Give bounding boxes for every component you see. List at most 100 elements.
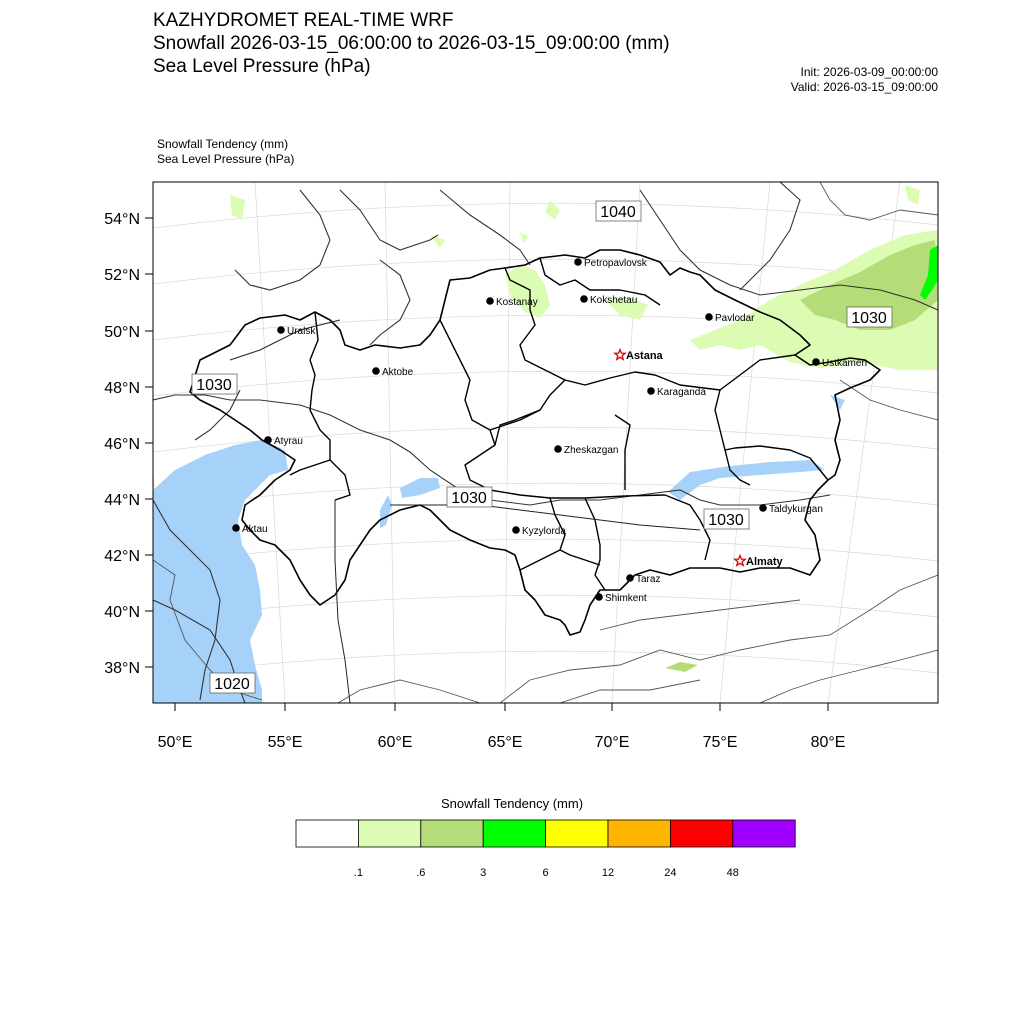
pressure-labels: 1040 1030 1030 1030 1030 1020 (191, 200, 893, 694)
colorbar (295, 819, 796, 848)
colorbar-swatch (732, 819, 796, 848)
colorbar-tick-label: 3 (480, 867, 487, 879)
lon-label-75: 75°E (703, 734, 738, 751)
city-taraz: Taraz (626, 574, 660, 585)
colorbar-tick-label: 12 (601, 867, 615, 879)
colorbar-tick-label: .1 (353, 867, 363, 879)
colorbar-tick-label: 48 (726, 867, 739, 879)
pressure-label-1030-northeast-text: 1030 (851, 310, 887, 327)
city-label: Kyzylorda (522, 526, 566, 537)
colorbar-swatch (607, 819, 671, 848)
city-dot-icon (595, 593, 603, 601)
city-astana: Astana (613, 347, 664, 362)
city-karaganda: Karaganda (647, 387, 706, 398)
lon-label-55: 55°E (268, 734, 303, 751)
city-shimkent: Shimkent (595, 593, 647, 604)
city-markers: Petropavlovsk Kostanay Kokshetau Pavlodar Ur… (232, 258, 867, 604)
colorbar-tick-label: .6 (416, 867, 426, 879)
pressure-label-1030-east-text: 1030 (708, 512, 744, 529)
oblast-borders (289, 257, 829, 591)
city-label: Atyrau (274, 436, 303, 447)
city-dot-icon (486, 297, 494, 305)
lon-label-65: 65°E (488, 734, 523, 751)
title-line-1: KAZHYDROMET REAL-TIME WRF (153, 10, 454, 31)
city-uralsk: Uralsk (277, 326, 316, 337)
city-aktobe: Aktobe (372, 367, 414, 378)
city-dot-icon (264, 436, 272, 444)
capital-star-icon (613, 347, 627, 361)
pressure-label-1020: 1020 (209, 672, 256, 694)
city-label: Taldykurgan (769, 504, 823, 515)
city-label: Karaganda (657, 387, 706, 398)
pressure-isobars (153, 182, 938, 703)
city-kyzylorda: Kyzylorda (512, 526, 566, 537)
city-label: Petropavlovsk (584, 258, 648, 269)
water-bodies (153, 395, 845, 703)
colorbar-tick-label: 24 (664, 867, 677, 879)
longitude-axis: 50°E 55°E 60°E 65°E 70°E 75°E 80°E (158, 703, 846, 751)
city-label: Astana (626, 350, 664, 362)
city-dot-icon (759, 504, 767, 512)
colorbar-swatch (357, 819, 422, 848)
lat-label-54: 54°N (104, 211, 140, 228)
city-dot-icon (580, 295, 588, 303)
city-dot-icon (574, 258, 582, 266)
lat-label-44: 44°N (104, 492, 140, 509)
city-dot-icon (647, 387, 655, 395)
latitude-axis: 54°N 52°N 50°N 48°N 46°N 44°N 42°N 40°N … (104, 211, 153, 677)
city-dot-icon (512, 526, 520, 534)
city-label: Zheskazgan (564, 445, 618, 456)
lat-label-42: 42°N (104, 548, 140, 565)
lon-label-60: 60°E (378, 734, 413, 751)
city-kostanay: Kostanay (486, 297, 538, 308)
city-dot-icon (232, 524, 240, 532)
city-label: Uralsk (287, 326, 316, 337)
colorbar-swatch (295, 819, 359, 848)
city-label: Aktobe (382, 367, 414, 378)
city-kokshetau: Kokshetau (580, 295, 637, 306)
colorbar-swatch (545, 819, 609, 848)
city-dot-icon (812, 358, 820, 366)
city-pavlodar: Pavlodar (705, 313, 755, 324)
valid-time: Valid: 2026-03-15_09:00:00 (790, 80, 938, 94)
city-label: Shimkent (605, 593, 647, 604)
colorbar-swatch (420, 819, 484, 848)
city-zheskazgan: Zheskazgan (554, 445, 618, 456)
pressure-label-1040: 1040 (595, 200, 642, 222)
lon-label-70: 70°E (595, 734, 630, 751)
lat-label-52: 52°N (104, 267, 140, 284)
colorbar-swatch (670, 819, 734, 848)
city-label: Kostanay (496, 297, 538, 308)
capital-star-icon (733, 553, 747, 567)
init-time: Init: 2026-03-09_00:00:00 (800, 65, 938, 79)
city-almaty: Almaty (733, 553, 784, 568)
city-ustkamen: Ustkamen (812, 358, 867, 369)
pressure-label-1030-west: 1030 (191, 373, 238, 395)
city-dot-icon (277, 326, 285, 334)
title-line-3: Sea Level Pressure (hPa) (153, 56, 371, 77)
subtitle-pressure: Sea Level Pressure (hPa) (157, 152, 295, 166)
colorbar-swatch (482, 819, 547, 848)
pressure-label-1020-text: 1020 (214, 676, 250, 693)
lon-label-80: 80°E (811, 734, 846, 751)
city-label: Pavlodar (715, 313, 755, 324)
city-label: Ustkamen (822, 358, 867, 369)
colorbar-title: Snowfall Tendency (mm) (440, 796, 584, 811)
lat-label-46: 46°N (104, 436, 140, 453)
subtitle-snowfall: Snowfall Tendency (mm) (157, 137, 289, 151)
pressure-label-1030-center: 1030 (446, 486, 493, 508)
city-dot-icon (372, 367, 380, 375)
colorbar-tick-label: 6 (542, 867, 549, 879)
pressure-label-1030-northeast: 1030 (846, 306, 893, 328)
city-label: Kokshetau (590, 295, 637, 306)
pressure-label-1030-east: 1030 (703, 508, 750, 530)
city-dot-icon (705, 313, 713, 321)
country-border (189, 249, 881, 636)
city-petropavlovsk: Petropavlovsk (574, 258, 648, 269)
pressure-label-1030-west-text: 1030 (196, 377, 232, 394)
city-aktau: Aktau (232, 524, 268, 535)
city-label: Aktau (242, 524, 268, 535)
city-taldykurgan: Taldykurgan (759, 504, 823, 515)
lon-label-50: 50°E (158, 734, 193, 751)
